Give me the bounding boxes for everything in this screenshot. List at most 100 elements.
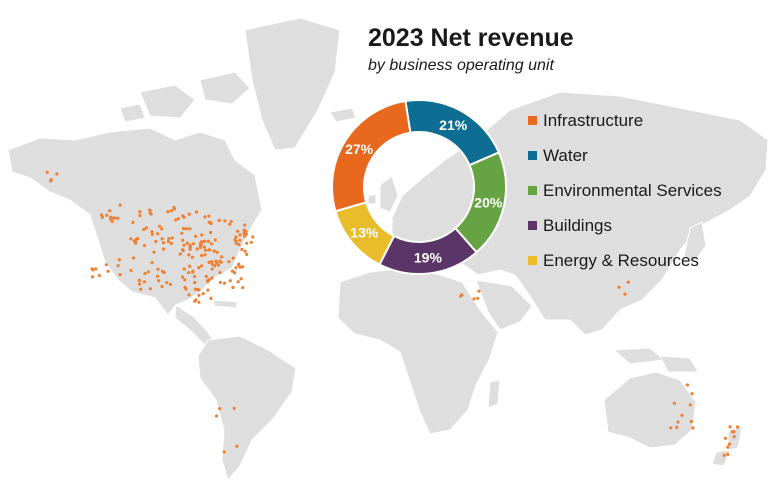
office-dot xyxy=(196,287,200,292)
office-dot xyxy=(218,271,222,275)
office-dot xyxy=(213,238,217,242)
legend-label: Water xyxy=(543,145,588,165)
office-dot xyxy=(230,269,234,273)
legend-item: Energy & Resources xyxy=(528,243,722,278)
office-dot xyxy=(118,203,122,207)
legend-swatch xyxy=(528,186,537,195)
office-dot xyxy=(154,239,158,244)
office-dot xyxy=(194,234,198,238)
office-dot xyxy=(209,230,213,235)
office-dot xyxy=(241,286,245,290)
office-dot xyxy=(143,271,147,276)
office-dot xyxy=(185,241,189,245)
office-dot xyxy=(472,297,476,301)
office-dot xyxy=(161,241,165,245)
legend-swatch xyxy=(528,151,537,160)
office-dot xyxy=(690,392,694,396)
office-dot xyxy=(138,282,142,286)
office-dot xyxy=(181,227,186,231)
office-dot xyxy=(142,280,146,284)
office-dot xyxy=(234,266,238,270)
office-dot xyxy=(228,222,232,226)
office-dot xyxy=(728,425,732,429)
office-dot xyxy=(233,238,237,242)
office-dot xyxy=(156,274,160,278)
office-dot xyxy=(167,237,171,241)
office-dot xyxy=(110,219,114,224)
office-dot xyxy=(197,300,201,304)
office-dot xyxy=(238,265,242,269)
office-dot xyxy=(672,401,677,405)
office-dot xyxy=(129,237,133,241)
office-dot xyxy=(459,294,463,298)
office-dot xyxy=(183,278,187,282)
office-dot xyxy=(200,253,204,258)
office-dot xyxy=(218,280,222,284)
office-dot xyxy=(207,260,211,264)
office-dot xyxy=(732,430,736,434)
office-dot xyxy=(218,407,222,411)
office-dot xyxy=(209,221,213,226)
office-dot xyxy=(148,287,152,291)
office-dot xyxy=(676,420,680,424)
office-dot xyxy=(202,245,206,249)
office-dot xyxy=(220,255,224,259)
office-dot xyxy=(138,210,142,214)
slice-label: 20% xyxy=(474,195,503,211)
office-dot xyxy=(166,239,170,244)
office-dot xyxy=(152,250,156,254)
office-dot xyxy=(191,242,195,246)
office-dot xyxy=(156,232,160,236)
office-dot xyxy=(227,260,231,264)
office-dot xyxy=(237,263,241,267)
office-dot xyxy=(218,259,222,263)
office-dot xyxy=(203,215,207,219)
office-dot xyxy=(105,213,109,217)
office-dot xyxy=(207,214,211,218)
south-america-landmass xyxy=(197,335,297,482)
office-dot xyxy=(148,208,152,212)
office-dot xyxy=(55,172,59,176)
office-dot xyxy=(237,243,241,247)
office-dot xyxy=(181,248,185,252)
office-dot xyxy=(182,267,186,271)
slice-label: 21% xyxy=(439,117,468,133)
office-dot xyxy=(176,217,180,221)
slice-label: 19% xyxy=(414,249,443,265)
office-dot xyxy=(188,244,192,248)
office-dot xyxy=(178,252,182,256)
office-dot xyxy=(203,253,207,257)
legend: Infrastructure Water Environmental Service… xyxy=(528,103,722,278)
africa-landmass xyxy=(337,267,499,435)
office-dot xyxy=(726,445,730,449)
office-dot xyxy=(111,216,116,220)
slice-label: 13% xyxy=(350,224,379,240)
office-dot xyxy=(210,260,214,264)
office-dot xyxy=(215,261,219,265)
office-dot xyxy=(198,245,203,250)
office-dot xyxy=(108,209,112,213)
office-dot xyxy=(193,280,197,285)
office-dot xyxy=(142,243,147,248)
office-dot xyxy=(131,220,135,224)
office-dot xyxy=(680,413,684,417)
office-dot xyxy=(232,406,236,410)
office-dot xyxy=(206,279,210,283)
office-dot xyxy=(150,261,154,265)
office-dot xyxy=(194,210,199,214)
office-dot xyxy=(222,450,226,454)
office-dot xyxy=(187,212,191,216)
office-dot xyxy=(243,249,247,253)
office-dot xyxy=(735,425,740,429)
office-dot xyxy=(197,293,201,297)
office-dot xyxy=(249,240,253,244)
office-dot xyxy=(118,273,122,277)
office-dot xyxy=(138,213,142,218)
office-dot xyxy=(104,263,108,267)
legend-item: Water xyxy=(528,138,722,173)
office-dot xyxy=(194,298,198,302)
office-dot xyxy=(204,274,208,278)
office-dot xyxy=(160,269,164,273)
